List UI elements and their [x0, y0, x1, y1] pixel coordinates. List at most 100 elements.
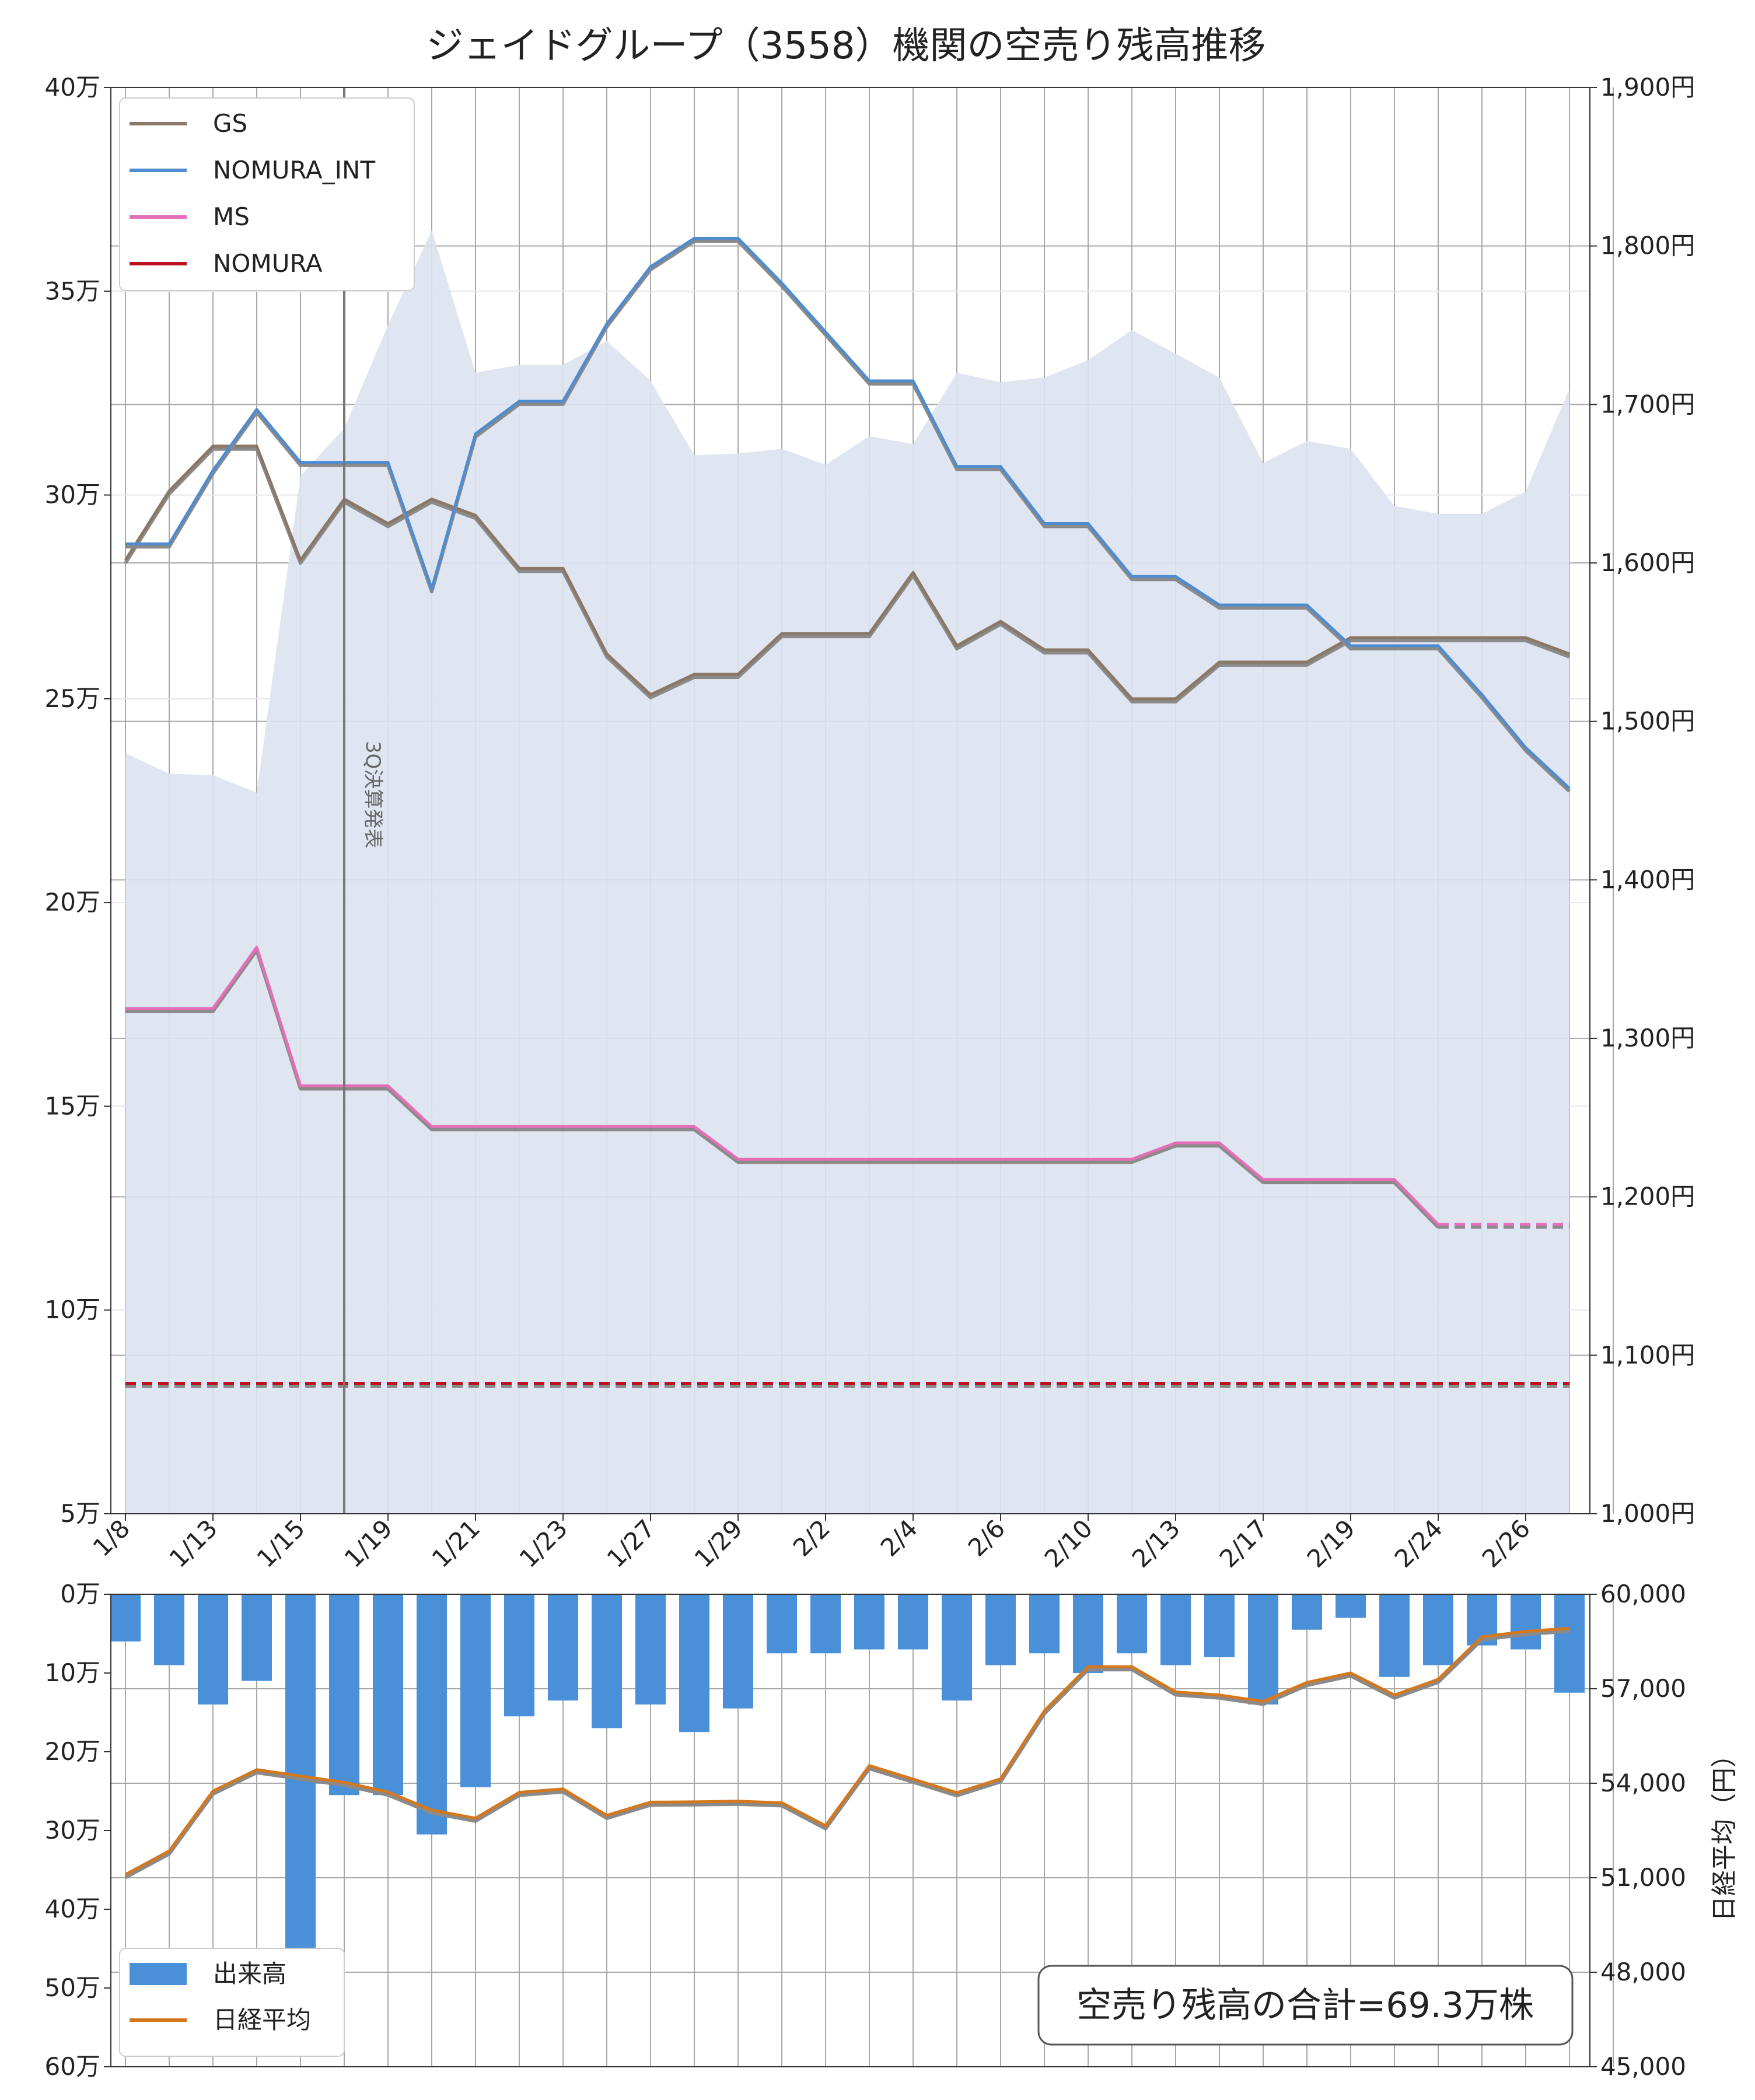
top-right-ticks: 1,000円 1,100円 1,200円 1,300円 1,400円 1,500円 1,60… [1590, 73, 1695, 1528]
total-box [1037, 1965, 1574, 2046]
bottom-right-tick-label: 45,000 [1600, 2052, 1686, 2081]
volume-bar [854, 1594, 885, 1650]
x-tick-label: 2/2 [788, 1514, 835, 1562]
bottom-right-tick-label: 54,000 [1600, 1769, 1686, 1797]
volume-bar [242, 1594, 272, 1681]
bottom-left-tick-label: 0万 [60, 1580, 100, 1608]
top-left-tick-label: 5万 [60, 1499, 100, 1528]
bottom-right-tick-label: 60,000 [1600, 1580, 1686, 1608]
legend-volume-label: 出来高 [213, 1959, 286, 1988]
x-tick-label: 2/4 [875, 1514, 923, 1562]
chart-title: ジェイドグループ（3558）機関の空売り残高推移 [426, 24, 1265, 68]
volume-bar [898, 1594, 928, 1650]
volume-bar [635, 1594, 666, 1704]
volume-bar [985, 1594, 1016, 1665]
volume-bar [1204, 1594, 1235, 1657]
volume-bar [460, 1594, 491, 1787]
volume-bar [1073, 1594, 1103, 1673]
series-line-nomura-int [125, 236, 1571, 790]
legend-bottom: 出来高 日経平均 [119, 1948, 345, 2057]
top-right-tick-label: 1,700円 [1600, 390, 1695, 418]
volume-bar [1248, 1594, 1278, 1704]
x-tick-label: 1/23 [514, 1514, 573, 1573]
volume-bar [1292, 1594, 1322, 1630]
top-frame [110, 87, 1590, 1514]
volume-bar [1029, 1594, 1060, 1654]
volume-bar [592, 1594, 622, 1728]
volume-bar [810, 1594, 841, 1654]
volume-bar [1160, 1594, 1191, 1665]
bottom-left-ticks: 0万 10万 20万 30万 40万 50万 60万 [45, 1580, 111, 2081]
volume-bar [1511, 1594, 1541, 1650]
bottom-panel: 0万 10万 20万 30万 40万 50万 60万 45,000 48,000 51,000 5… [45, 1580, 1739, 2081]
bottom-left-tick-label: 50万 [45, 1973, 100, 2002]
nikkei-line-path [124, 1626, 1570, 1876]
x-tick-label: 2/19 [1302, 1514, 1361, 1573]
top-right-tick-label: 1,800円 [1600, 232, 1695, 260]
x-tick-label: 2/10 [1039, 1514, 1098, 1573]
bottom-right-tick-label: 48,000 [1600, 1958, 1686, 1986]
top-left-tick-label: 25万 [45, 684, 100, 713]
top-right-tick-label: 1,100円 [1600, 1340, 1695, 1369]
volume-bar [417, 1594, 447, 1835]
bottom-right-ticks: 45,000 48,000 51,000 54,000 57,000 60,000 [1590, 1580, 1686, 2081]
bottom-left-tick-label: 20万 [45, 1737, 100, 1766]
x-tick-label: 1/21 [426, 1514, 485, 1573]
volume-bar [1423, 1594, 1453, 1665]
top-right-tick-label: 1,200円 [1600, 1182, 1695, 1211]
bottom-left-tick-label: 10万 [45, 1658, 100, 1687]
volume-bar [767, 1594, 797, 1654]
legend-nomura-label: NOMURA [213, 249, 323, 278]
top-left-ticks: 5万 10万 15万 20万 25万 30万 35万 40万 [45, 73, 111, 1528]
legend-top-box [119, 97, 415, 291]
top-series [124, 236, 1571, 1388]
nikkei-axis-label: 日経平均（円） [1709, 1742, 1739, 1922]
x-tick-label: 1/13 [164, 1514, 223, 1573]
top-right-tick-label: 1,900円 [1600, 73, 1695, 102]
volume-bar [723, 1594, 753, 1709]
x-ticks: 1/8 1/13 1/15 1/19 1/21 1/23 1/27 1/29 2/2 2/4 2/6… [88, 1514, 1536, 1573]
bottom-left-tick-label: 40万 [45, 1895, 100, 1923]
price-band [125, 230, 1569, 1514]
volume-bar [1554, 1594, 1585, 1693]
series-line-gs [124, 444, 1570, 701]
top-right-tick-label: 1,500円 [1600, 707, 1695, 736]
volume-bar [1117, 1594, 1147, 1654]
volume-bar [373, 1594, 403, 1796]
volume-bar [548, 1594, 578, 1701]
volume-bar [329, 1594, 359, 1796]
legend-top: GS NOMURA_INT MS NOMURA [119, 97, 415, 291]
volume-bar [942, 1594, 972, 1701]
x-tick-label: 2/26 [1477, 1514, 1536, 1573]
x-tick-label: 1/29 [689, 1514, 748, 1573]
legend-volume-swatch [130, 1963, 187, 1985]
series-shadow-gs [124, 447, 1571, 704]
bottom-left-tick-label: 30万 [45, 1816, 100, 1845]
top-right-tick-label: 1,400円 [1600, 865, 1695, 894]
volume-bar [679, 1594, 709, 1732]
top-panel: 3Q決算発表 5万 10万 15万 20万 25万 30万 35万 40万 1,000円 1,1… [45, 73, 1695, 1573]
x-tick-label: 2/6 [963, 1514, 1011, 1562]
total-label: 空売り残高の合計=69.3万株 [1076, 1985, 1534, 2026]
legend-ms-label: MS [213, 202, 250, 231]
bottom-right-tick-label: 51,000 [1600, 1863, 1686, 1892]
volume-bar [504, 1594, 534, 1717]
x-tick-label: 2/24 [1389, 1514, 1448, 1573]
annotation-text: 3Q決算発表 [361, 741, 384, 848]
bottom-right-tick-label: 57,000 [1600, 1674, 1686, 1703]
legend-gs-label: GS [213, 109, 247, 138]
bottom-left-tick-label: 60万 [45, 2052, 100, 2081]
top-left-tick-label: 35万 [45, 276, 100, 305]
x-tick-label: 2/13 [1127, 1514, 1186, 1573]
legend-nomura-int-label: NOMURA_INT [213, 156, 375, 184]
top-right-tick-label: 1,600円 [1600, 548, 1695, 577]
top-left-tick-label: 30万 [45, 481, 100, 509]
volume-bar [154, 1594, 184, 1665]
volume-bar [110, 1594, 141, 1642]
top-right-tick-label: 1,000円 [1600, 1499, 1695, 1528]
top-right-tick-label: 1,300円 [1600, 1024, 1695, 1052]
volume-bar [198, 1594, 228, 1704]
x-tick-label: 1/19 [339, 1514, 398, 1573]
top-left-tick-label: 10万 [45, 1296, 100, 1324]
